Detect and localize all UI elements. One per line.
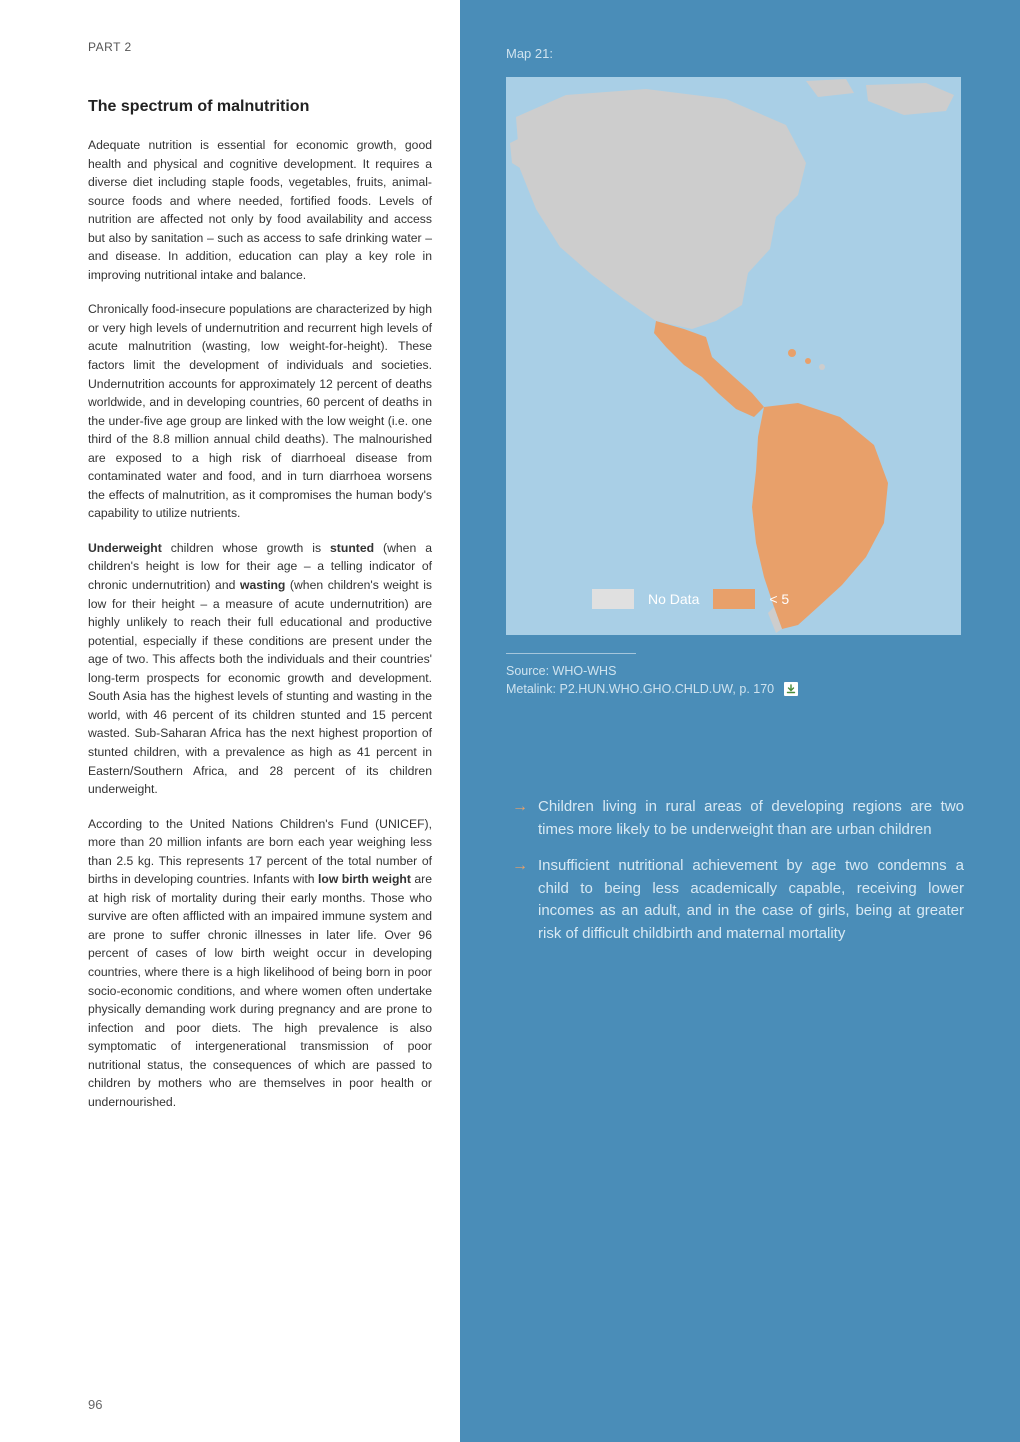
left-column: PART 2 The spectrum of malnutrition Adeq… — [0, 0, 460, 1442]
map-legend: No Data < 5 — [592, 589, 789, 609]
term-low-birth-weight: low birth weight — [318, 872, 411, 886]
right-column: Map 21: — [460, 0, 1020, 1442]
legend-label-nodata: No Data — [648, 591, 699, 607]
bullet-item: → Children living in rural areas of deve… — [512, 796, 964, 841]
arrow-icon: → — [512, 855, 528, 945]
paragraph-2: Chronically food-insecure populations ar… — [88, 300, 432, 523]
map-figure: No Data < 5 — [506, 77, 961, 635]
metalink-line: Metalink: P2.HUN.WHO.GHO.CHLD.UW, p. 170 — [506, 682, 974, 696]
bullet-item: → Insufficient nutritional achievement b… — [512, 855, 964, 945]
paragraph-1: Adequate nutrition is essential for econ… — [88, 136, 432, 284]
page-number: 96 — [88, 1377, 432, 1412]
term-wasting: wasting — [240, 578, 285, 592]
source-divider — [506, 653, 636, 654]
term-underweight: Underweight — [88, 541, 162, 555]
metalink-text: Metalink: P2.HUN.WHO.GHO.CHLD.UW, p. 170 — [506, 682, 774, 696]
bullet-text-2: Insufficient nutritional achievement by … — [538, 855, 964, 945]
map-label: Map 21: — [506, 46, 974, 61]
p3-text-f: (when children's weight is low for their… — [88, 578, 432, 796]
legend-label-lt5: < 5 — [769, 591, 789, 607]
legend-swatch-lt5 — [713, 589, 755, 609]
page: PART 2 The spectrum of malnutrition Adeq… — [0, 0, 1020, 1442]
bullet-text-1: Children living in rural areas of develo… — [538, 796, 964, 841]
paragraph-3: Underweight children whose growth is stu… — [88, 539, 432, 799]
key-points: → Children living in rural areas of deve… — [506, 796, 974, 959]
part-label: PART 2 — [88, 40, 432, 54]
americas-map-svg — [506, 77, 961, 635]
arrow-icon: → — [512, 796, 528, 841]
legend-swatch-nodata — [592, 589, 634, 609]
p3-text-b: children whose growth is — [162, 541, 330, 555]
term-stunted: stunted — [330, 541, 374, 555]
paragraph-4: According to the United Nations Children… — [88, 815, 432, 1112]
download-icon[interactable] — [784, 682, 798, 696]
p4-text-c: are at high risk of mortality during the… — [88, 872, 432, 1109]
source-line: Source: WHO-WHS — [506, 664, 974, 678]
section-heading: The spectrum of malnutrition — [88, 98, 432, 116]
